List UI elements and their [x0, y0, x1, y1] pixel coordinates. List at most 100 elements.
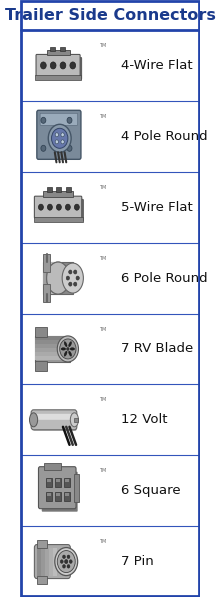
Circle shape: [50, 62, 56, 69]
FancyBboxPatch shape: [34, 544, 70, 578]
Ellipse shape: [47, 262, 70, 294]
FancyBboxPatch shape: [37, 110, 81, 159]
FancyBboxPatch shape: [34, 196, 82, 218]
Ellipse shape: [47, 262, 70, 294]
Circle shape: [61, 140, 64, 144]
Circle shape: [61, 133, 64, 137]
Circle shape: [69, 282, 72, 286]
Bar: [37, 540, 47, 547]
Text: Trailer Side Connectors: Trailer Side Connectors: [5, 8, 215, 23]
Bar: [47, 493, 51, 496]
Text: 4 Pole Round: 4 Pole Round: [121, 130, 207, 143]
Bar: [46, 478, 52, 487]
Bar: [44, 463, 61, 470]
Bar: [64, 492, 70, 501]
Circle shape: [76, 276, 79, 280]
Circle shape: [41, 145, 46, 151]
Bar: [50, 47, 55, 51]
FancyBboxPatch shape: [36, 54, 80, 76]
Circle shape: [73, 270, 77, 274]
Bar: [43, 254, 50, 272]
Bar: [35, 352, 70, 356]
Ellipse shape: [69, 341, 72, 347]
Text: TM: TM: [99, 398, 106, 402]
Circle shape: [65, 204, 70, 210]
Text: TM: TM: [99, 43, 106, 48]
Circle shape: [40, 62, 46, 69]
Bar: [43, 262, 73, 294]
Circle shape: [69, 270, 72, 274]
Circle shape: [62, 565, 66, 568]
Bar: [37, 547, 41, 576]
Circle shape: [67, 118, 72, 124]
Ellipse shape: [69, 351, 72, 356]
FancyBboxPatch shape: [31, 410, 77, 430]
Bar: [47, 50, 70, 56]
Bar: [41, 547, 45, 576]
Circle shape: [51, 128, 68, 148]
Text: 4-Wire Flat: 4-Wire Flat: [121, 59, 192, 72]
Bar: [57, 187, 61, 192]
Text: TM: TM: [99, 256, 106, 261]
Bar: [35, 327, 47, 337]
Bar: [55, 478, 61, 487]
Text: TM: TM: [99, 185, 106, 190]
Text: TM: TM: [99, 468, 106, 473]
Circle shape: [57, 204, 61, 210]
Text: 6 Pole Round: 6 Pole Round: [121, 272, 207, 285]
Bar: [34, 217, 82, 222]
Ellipse shape: [57, 336, 79, 362]
Bar: [47, 187, 51, 192]
Bar: [43, 284, 50, 302]
Text: 7 RV Blade: 7 RV Blade: [121, 343, 193, 355]
Ellipse shape: [57, 550, 75, 573]
Bar: [37, 576, 47, 583]
Text: 6 Square: 6 Square: [121, 484, 180, 497]
FancyBboxPatch shape: [34, 414, 73, 420]
Circle shape: [73, 282, 77, 286]
Ellipse shape: [55, 547, 78, 576]
FancyBboxPatch shape: [42, 472, 78, 512]
Ellipse shape: [62, 263, 83, 293]
Bar: [56, 479, 60, 482]
Bar: [55, 492, 61, 501]
Circle shape: [55, 140, 59, 144]
Ellipse shape: [60, 339, 76, 359]
Bar: [65, 493, 69, 496]
Bar: [35, 336, 70, 362]
Circle shape: [67, 555, 70, 559]
Ellipse shape: [70, 347, 75, 350]
Circle shape: [67, 565, 70, 568]
Text: TM: TM: [99, 114, 106, 119]
Ellipse shape: [64, 341, 67, 347]
Ellipse shape: [64, 351, 67, 356]
Circle shape: [48, 204, 52, 210]
Circle shape: [60, 62, 66, 69]
Bar: [56, 493, 60, 496]
Circle shape: [69, 560, 72, 564]
Bar: [66, 187, 71, 192]
Bar: [35, 344, 70, 348]
Bar: [74, 418, 79, 422]
Text: TM: TM: [99, 539, 106, 544]
Ellipse shape: [70, 413, 79, 427]
FancyBboxPatch shape: [36, 199, 83, 221]
Circle shape: [66, 276, 70, 280]
FancyBboxPatch shape: [40, 113, 78, 125]
Circle shape: [48, 124, 71, 152]
Bar: [51, 262, 53, 294]
Bar: [53, 547, 57, 576]
Bar: [35, 336, 70, 340]
Bar: [48, 262, 51, 294]
Bar: [49, 547, 53, 576]
Bar: [35, 340, 70, 344]
Bar: [35, 356, 70, 360]
Bar: [45, 547, 49, 576]
Text: TM: TM: [99, 327, 106, 331]
Bar: [60, 47, 65, 51]
FancyBboxPatch shape: [33, 413, 77, 431]
Circle shape: [60, 560, 63, 564]
Circle shape: [55, 133, 59, 137]
Circle shape: [62, 555, 66, 559]
Circle shape: [41, 118, 46, 124]
